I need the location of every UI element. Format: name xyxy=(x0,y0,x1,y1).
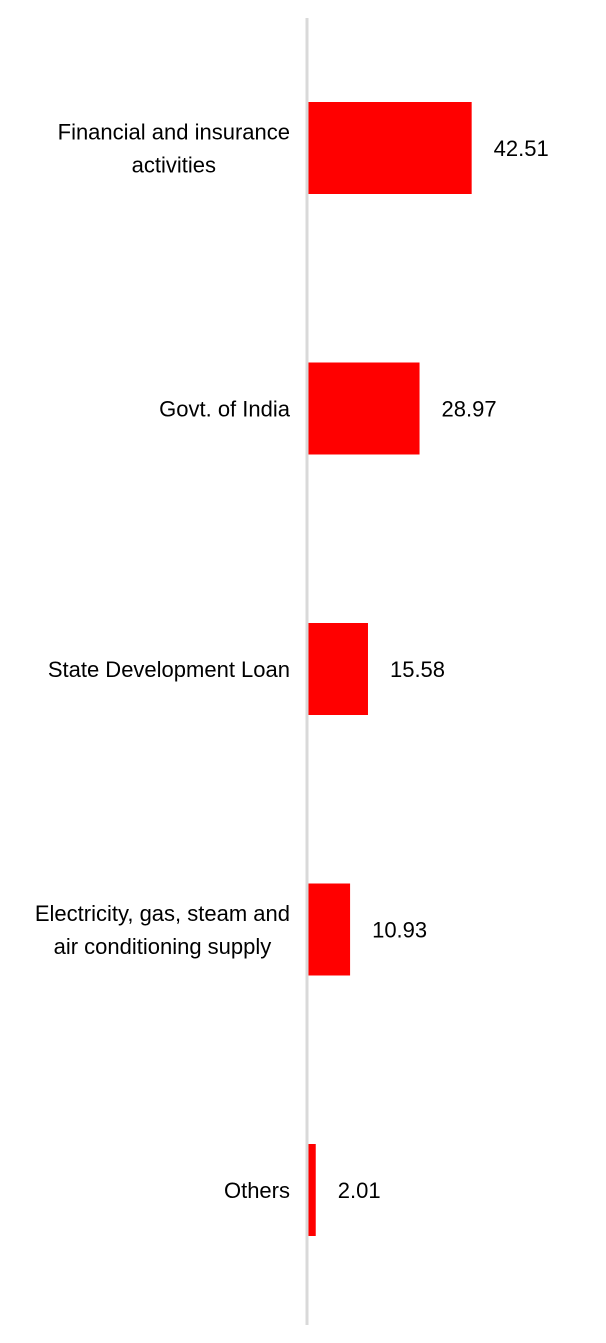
value-label-2: 28.97 xyxy=(442,397,497,422)
value-labels: 42.51 28.97 15.58 10.93 2.01 xyxy=(338,136,549,1203)
bar-1 xyxy=(308,102,472,194)
bar-3 xyxy=(308,623,368,715)
category-label-4: air conditioning supply xyxy=(54,934,272,959)
category-label-2: Govt. of India xyxy=(159,397,291,422)
value-label-1: 42.51 xyxy=(494,136,549,161)
bar-5 xyxy=(308,1144,316,1236)
value-label-3: 15.58 xyxy=(390,657,445,682)
bars-group xyxy=(308,102,472,1236)
value-label-4: 10.93 xyxy=(372,918,427,943)
category-labels: Financial and insurance activities Govt. o… xyxy=(35,120,291,1204)
value-label-5: 2.01 xyxy=(338,1178,381,1203)
category-label-1: activities xyxy=(132,153,216,178)
bar-4 xyxy=(308,883,351,976)
category-label-3: State Development Loan xyxy=(48,657,290,682)
bar-2 xyxy=(308,362,420,455)
category-label-4: Electricity, gas, steam and xyxy=(35,901,290,926)
category-label-5: Others xyxy=(224,1178,290,1203)
category-label-1: Financial and insurance xyxy=(58,120,290,145)
